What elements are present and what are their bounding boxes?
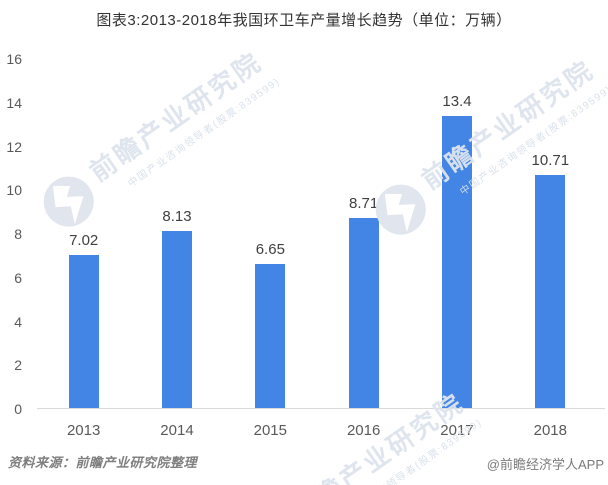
- bar-2013: [68, 255, 99, 409]
- bar-value-label: 6.65: [255, 240, 285, 258]
- bar-2016: [348, 218, 379, 409]
- y-tick-label: 0: [14, 401, 22, 417]
- bar-2018: [535, 174, 566, 409]
- bar-2014: [161, 231, 192, 409]
- bar-slot-2018: 10.71: [504, 59, 597, 409]
- bar-value-label: 10.71: [531, 151, 570, 169]
- bar-2015: [255, 263, 286, 409]
- data-source-note: 资料来源：前瞻产业研究院整理: [8, 455, 198, 470]
- x-tick-label-2013: 2013: [66, 422, 101, 439]
- chart-title: 图表3:2013-2018年我国环卫车产量增长趋势（单位：万辆）: [96, 12, 512, 29]
- bar-slot-2017: 13.4: [410, 59, 503, 409]
- y-tick-label: 4: [14, 313, 22, 330]
- y-axis: 0 2 4 6 8 10 12 14 16: [0, 0, 22, 485]
- bar-slot-2014: 8.13: [130, 59, 223, 409]
- bar-2017: [441, 115, 472, 409]
- bar-value-label: 8.13: [162, 208, 192, 226]
- bar-value-label: 7.02: [69, 232, 99, 250]
- bar-value-label: 13.4: [442, 92, 472, 110]
- y-tick-label: 8: [14, 226, 22, 242]
- x-tick-label-2018: 2018: [533, 422, 567, 439]
- x-tick-label-2014: 2014: [160, 422, 194, 439]
- x-tick-label-2016: 2016: [346, 422, 381, 439]
- y-tick-label: 14: [6, 94, 22, 111]
- bar-slot-2013: 7.02: [37, 59, 130, 409]
- x-axis-labels: 2013 2014 2015 2016 2017 2018: [37, 422, 597, 439]
- y-tick-label: 6: [14, 269, 22, 286]
- app-credit: @前瞻经济学人APP: [486, 457, 604, 472]
- y-tick-label: 16: [6, 51, 22, 67]
- bar-slot-2016: 8.71: [317, 59, 410, 409]
- x-axis-line: [37, 408, 605, 409]
- plot-area: 7.02 8.13 6.65 8.71 13.4 10.71: [37, 59, 597, 409]
- x-tick-label-2017: 2017: [440, 422, 474, 439]
- bar-value-label: 8.71: [349, 195, 379, 213]
- x-tick-label-2015: 2015: [253, 422, 287, 439]
- y-tick-label: 12: [6, 138, 22, 155]
- y-tick-label: 10: [6, 182, 22, 199]
- y-tick-label: 2: [14, 357, 22, 374]
- bar-slot-2015: 6.65: [224, 59, 317, 409]
